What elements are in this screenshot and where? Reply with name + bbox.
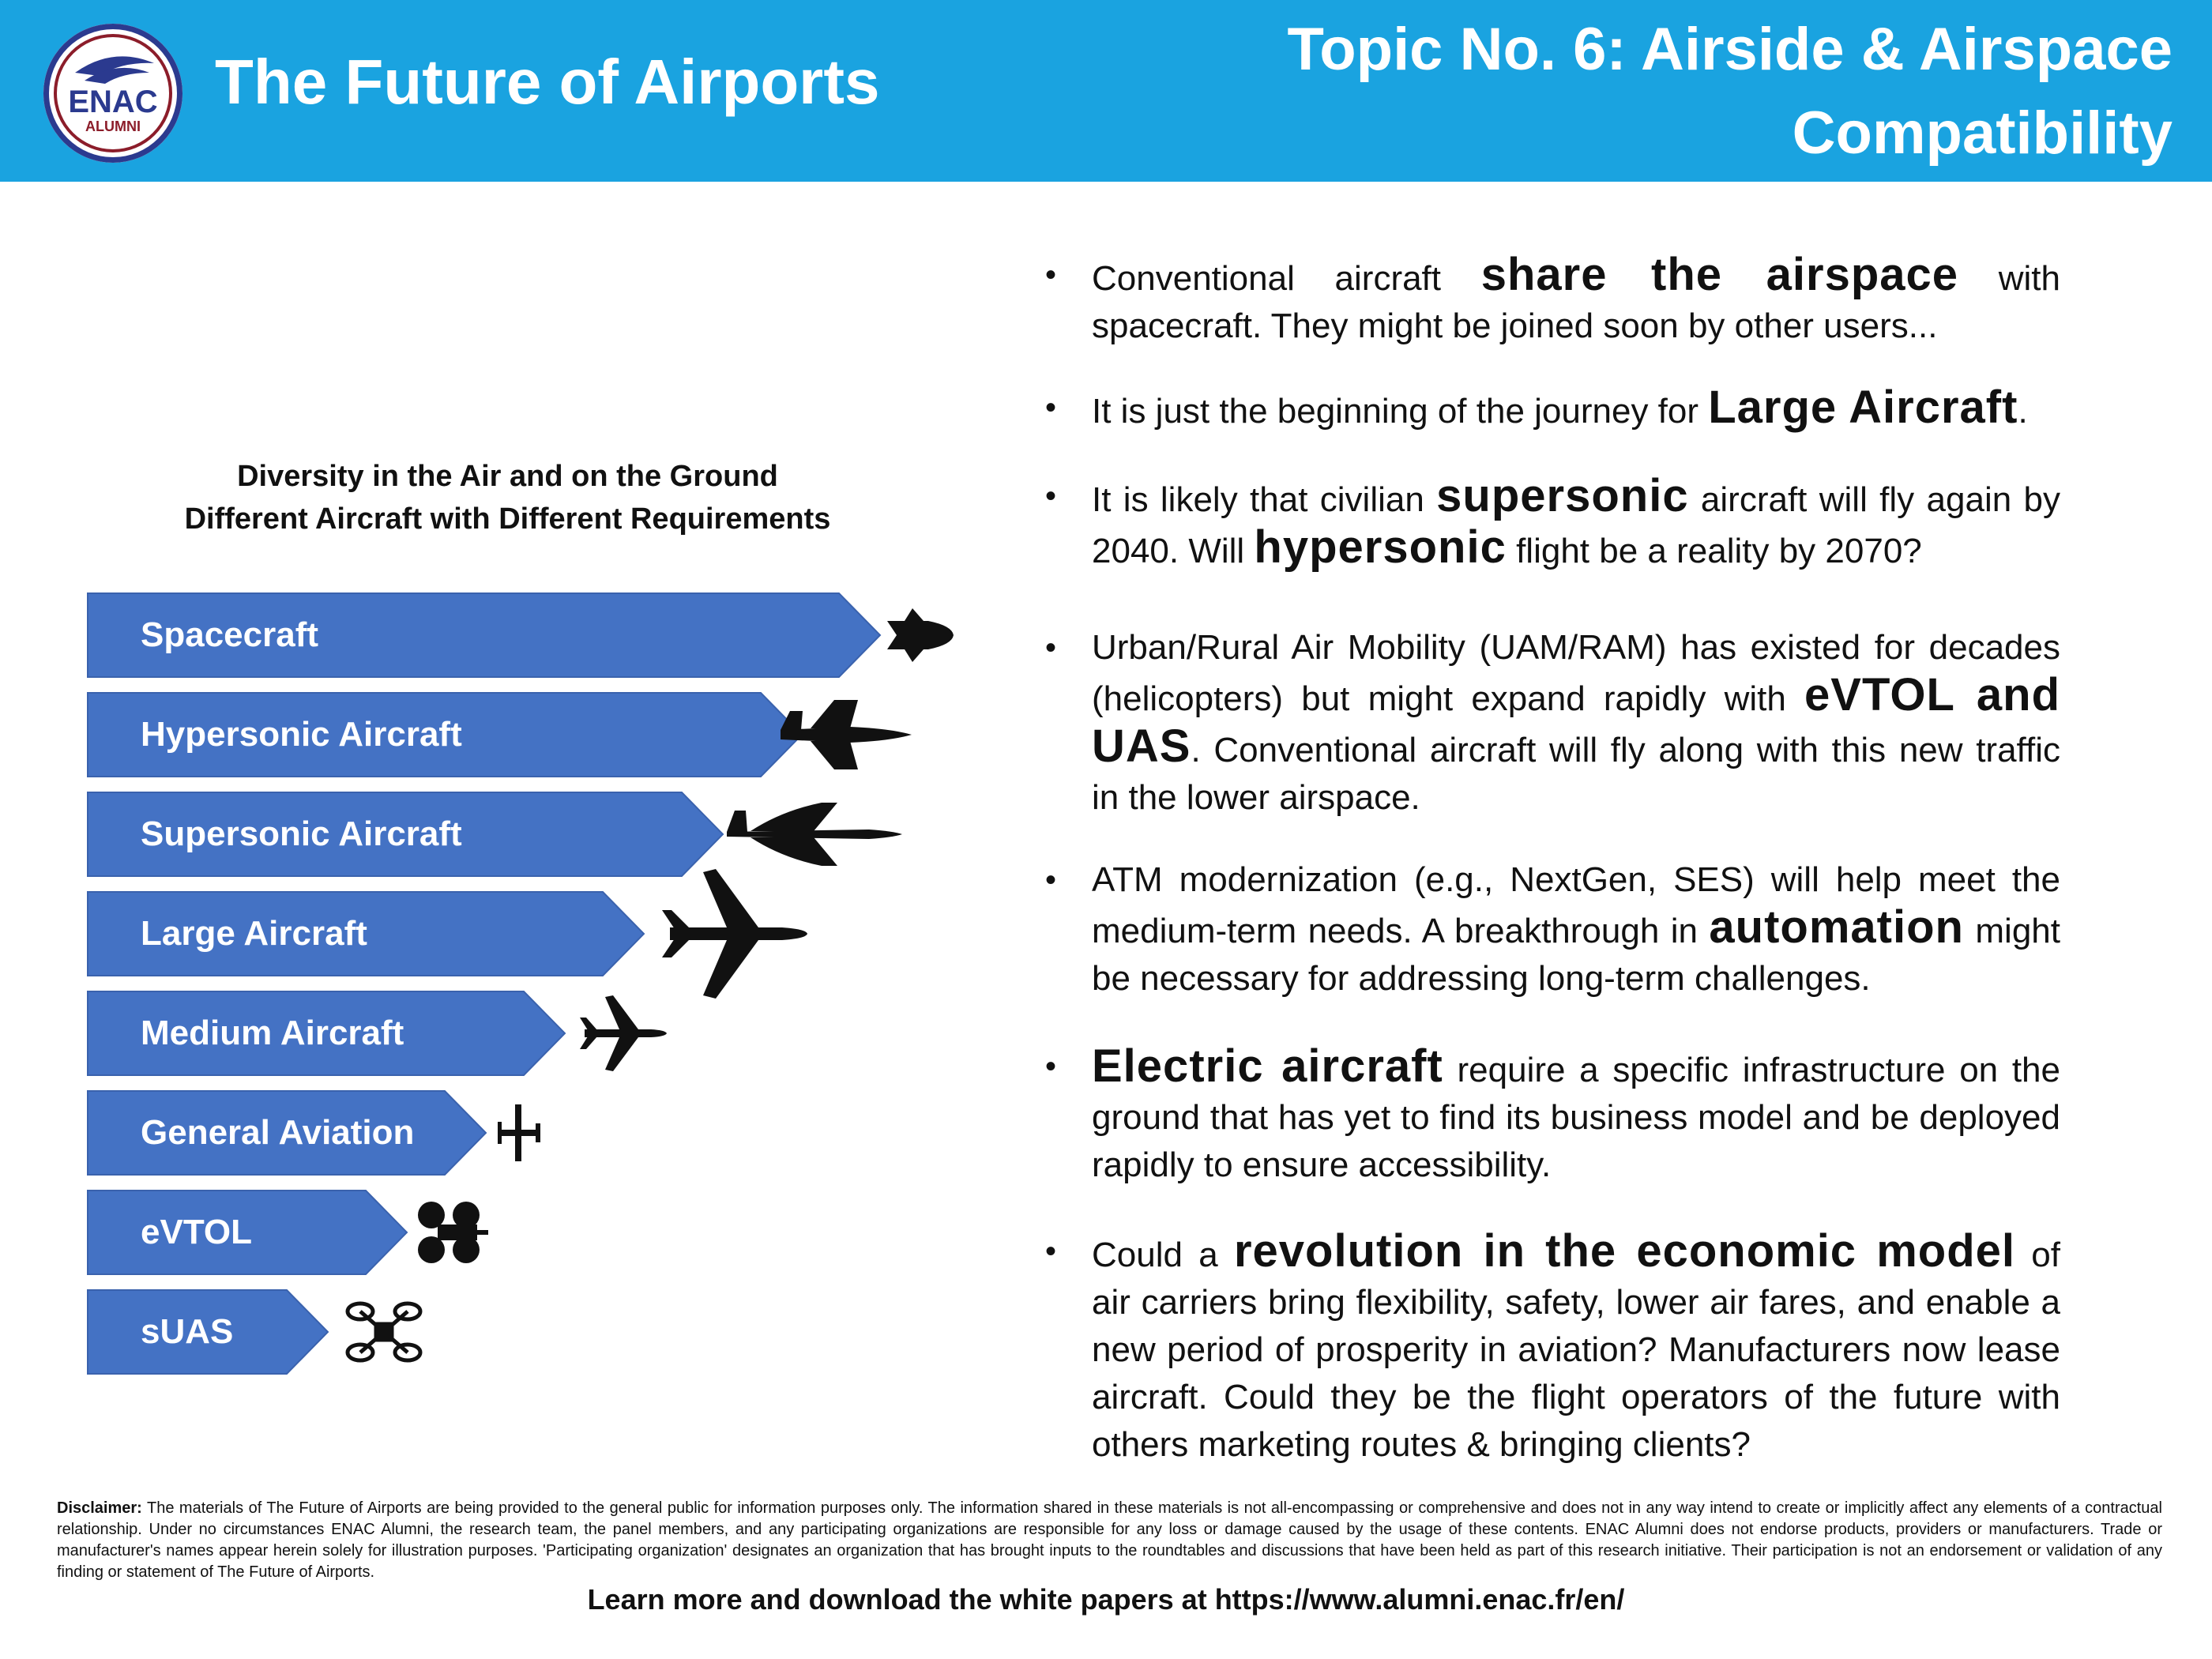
bullet-text-part: might be necessary for addressing long-t… <box>1092 912 2060 998</box>
large-aircraft-icon <box>662 869 807 999</box>
bullet-emphasis: automation <box>1709 901 1964 953</box>
bullet-emphasis: Electric aircraft <box>1092 1040 1443 1092</box>
bullet-emphasis: share the airspace <box>1480 249 1959 300</box>
aircraft-diversity-diagram <box>87 592 954 1375</box>
arrow-evtol <box>87 1190 408 1275</box>
bullet-dot-icon: • <box>1044 630 1056 665</box>
arrow-suas <box>87 1289 329 1375</box>
bullet-item: • Conventional aircraft share the airspac… <box>1035 251 2060 350</box>
diagram-heading-line1: Diversity in the Air and on the Ground <box>237 460 778 493</box>
bullet-item: • It is likely that civilian supersonic a… <box>1035 472 2060 575</box>
bullet-text-part: Could a <box>1092 1236 1234 1274</box>
supersonic-aircraft-icon <box>727 803 902 866</box>
bullet-item: • Could a revolution in the economic mode… <box>1035 1228 2060 1469</box>
medium-aircraft-icon <box>580 995 667 1071</box>
bullet-text-part: aircraft will fly again by 2040. Will <box>1092 480 2060 570</box>
diagram-heading: Diversity in the Air and on the Ground D… <box>87 455 928 540</box>
bullet-dot-icon: • <box>1044 479 1056 514</box>
bullet-text-part: require a specific infrastructure on the… <box>1092 1051 2060 1184</box>
diagram-heading-line2: Different Aircraft with Different Requir… <box>184 502 831 536</box>
svg-text:ENAC: ENAC <box>68 85 157 119</box>
arrow-supersonic-aircraft <box>87 792 724 877</box>
bullet-emphasis: revolution in the economic model <box>1233 1225 2016 1277</box>
arrow-label: Hypersonic Aircraft <box>141 715 462 754</box>
bullet-text-part: It is just the beginning of the journey … <box>1092 392 1709 431</box>
arrow-label: Spacecraft <box>141 615 319 654</box>
topic-title: Topic No. 6: Airside & Airspace Compatib… <box>1287 16 2172 167</box>
hypersonic-aircraft-icon <box>781 700 912 769</box>
bullet-emphasis: eVTOL and UAS <box>1092 669 2060 772</box>
arrow-general-aviation <box>87 1090 487 1176</box>
bullet-dot-icon: • <box>1044 863 1056 897</box>
evtol-icon <box>418 1202 488 1263</box>
arrow-medium-aircraft <box>87 991 566 1076</box>
svg-text:ALUMNI: ALUMNI <box>85 118 141 134</box>
bullet-item: • ATM modernization (e.g., NextGen, SES) … <box>1035 856 2060 1003</box>
bullet-dot-icon: • <box>1044 1234 1056 1269</box>
learn-more-link[interactable]: Learn more and download the white papers… <box>587 1583 1625 1616</box>
bullet-text-part: It is likely that civilian <box>1092 480 1437 519</box>
enac-alumni-logo: ENAC ALUMNI <box>43 24 182 163</box>
bullet-text-part: . <box>2018 392 2028 431</box>
disclaimer-text: The materials of The Future of Airports … <box>57 1499 2162 1581</box>
bullet-item: • It is just the beginning of the journey… <box>1035 384 2060 435</box>
bullet-dot-icon: • <box>1044 390 1056 425</box>
bullet-emphasis: hypersonic <box>1254 521 1507 573</box>
arrow-label: eVTOL <box>141 1213 253 1251</box>
arrow-large-aircraft <box>87 891 645 976</box>
disclaimer: Disclaimer: The materials of The Future … <box>57 1498 2162 1583</box>
bullet-dot-icon: • <box>1044 1049 1056 1084</box>
bullet-item: • Urban/Rural Air Mobility (UAM/RAM) has … <box>1035 624 2060 822</box>
arrow-label: Medium Aircraft <box>141 1014 404 1052</box>
bullet-emphasis: Large Aircraft <box>1708 382 2018 433</box>
arrow-label: Supersonic Aircraft <box>141 814 462 853</box>
bullet-text: Could a revolution in the economic model… <box>1092 1228 2060 1469</box>
bullet-text: Urban/Rural Air Mobility (UAM/RAM) has e… <box>1092 624 2060 822</box>
bullet-text-part: Conventional aircraft <box>1092 259 1481 298</box>
suas-drone-icon <box>345 1301 423 1363</box>
bullet-text-part: flight be a reality by 2070? <box>1506 532 1922 570</box>
bullet-text-part: with spacecraft. They might be joined so… <box>1092 259 2060 345</box>
bullet-text: It is just the beginning of the journey … <box>1092 384 2060 435</box>
bullet-text-part: ATM modernization (e.g., NextGen, SES) w… <box>1092 860 2060 950</box>
logo-emblem-icon: ENAC ALUMNI <box>68 56 158 134</box>
arrow-label: sUAS <box>141 1312 234 1351</box>
arrow-hypersonic-aircraft <box>87 692 803 777</box>
bullet-text: It is likely that civilian supersonic ai… <box>1092 472 2060 575</box>
bullet-emphasis: supersonic <box>1436 470 1689 521</box>
bullet-dot-icon: • <box>1044 258 1056 292</box>
spacecraft-icon <box>887 608 954 662</box>
bullet-text: Conventional aircraft share the airspace… <box>1092 251 2060 350</box>
bullet-text: Electric aircraft require a specific inf… <box>1092 1043 2060 1189</box>
bullet-text-part: . Conventional aircraft will fly along w… <box>1092 731 2060 817</box>
arrow-spacecraft <box>87 592 882 678</box>
bullet-item: • Electric aircraft require a specific i… <box>1035 1043 2060 1189</box>
disclaimer-label: Disclaimer: <box>57 1499 142 1517</box>
bullet-text-part: of air carriers bring flexibility, safet… <box>1092 1236 2060 1464</box>
arrow-label: Large Aircraft <box>141 914 367 953</box>
arrow-label: General Aviation <box>141 1113 415 1152</box>
general-aviation-icon <box>498 1104 540 1161</box>
site-title: The Future of Airports <box>215 47 880 117</box>
header-bar: ENAC ALUMNI The Future of Airports Topic… <box>0 0 2212 182</box>
bullet-text: ATM modernization (e.g., NextGen, SES) w… <box>1092 856 2060 1003</box>
bullet-text-part: Urban/Rural Air Mobility (UAM/RAM) has e… <box>1092 628 2060 718</box>
